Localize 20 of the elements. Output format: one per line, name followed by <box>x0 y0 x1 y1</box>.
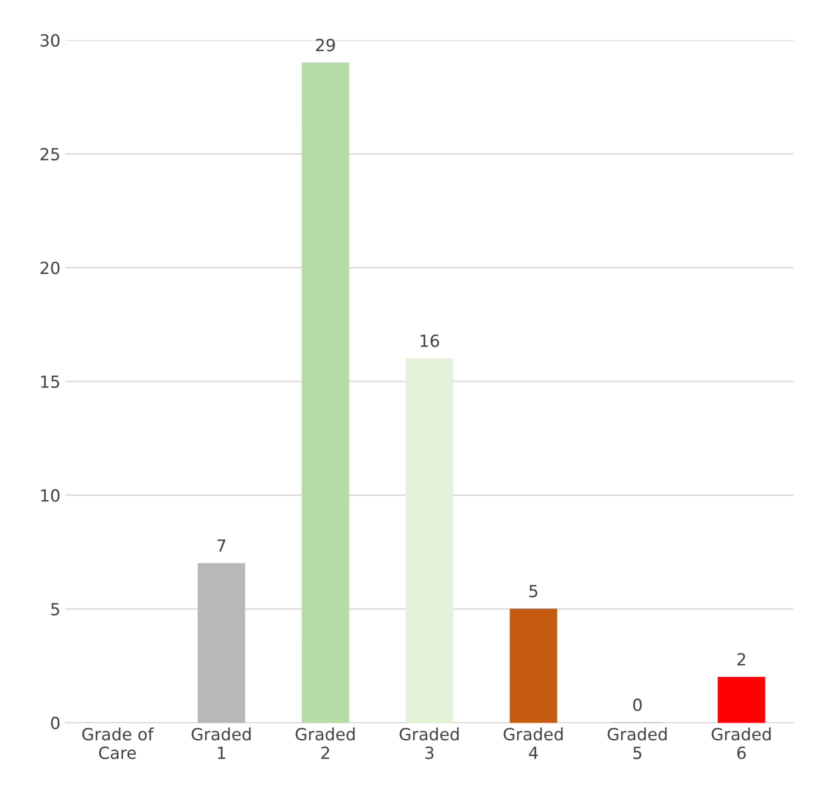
x-tick-label: Graded 4 <box>504 728 563 759</box>
y-tick-label: 25 <box>40 148 60 160</box>
y-tick-label: 0 <box>51 716 60 730</box>
data-label: 16 <box>420 334 440 348</box>
x-tick-label: Grade of Care <box>82 728 154 760</box>
x-tick-label: Graded 1 <box>192 728 251 759</box>
x-tick-label: Graded 6 <box>712 728 771 760</box>
y-tick-label: 5 <box>51 603 60 616</box>
x-tick-label: Graded 2 <box>296 728 355 759</box>
x-tick-label: Graded 5 <box>608 728 667 760</box>
x-tick-label: Graded 3 <box>400 728 459 760</box>
y-tick-label: 15 <box>41 376 60 388</box>
data-label: 7 <box>218 539 226 552</box>
data-label: 2 <box>737 653 746 666</box>
data-label: 0 <box>633 698 642 712</box>
y-tick-label: 20 <box>40 262 60 274</box>
data-label: 29 <box>316 38 335 52</box>
y-tick-label: 30 <box>40 34 60 47</box>
y-tick-label: 10 <box>41 489 60 502</box>
data-label: 5 <box>529 584 538 598</box>
